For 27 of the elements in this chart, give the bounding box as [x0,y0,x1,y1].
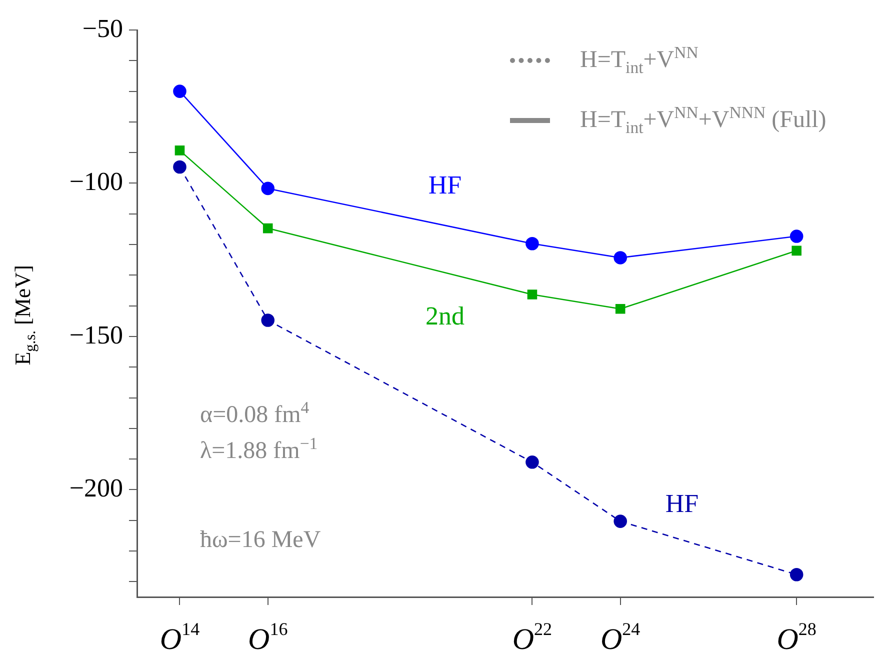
annotation: ħω=16 MeV [200,527,321,553]
point [173,84,186,98]
annotation: λ=1.88 fm$^{−1}$ [200,434,318,464]
point [614,251,627,264]
annotation: H=T$_{int}$+V$^{NN}$ [580,43,698,77]
point [261,182,275,196]
series-label: HF [428,170,462,200]
series-label: HF [665,488,699,518]
annotation: H=T$_{int}$+V$^{NN}$+V$^{NNN}$ (Full) [580,103,826,137]
y-tick-label: −50 [82,14,123,43]
point [614,514,627,528]
point [173,160,186,174]
annotation: α=0.08 fm$^{4}$ [200,398,310,428]
point [261,314,275,327]
point [526,236,539,250]
y-tick-label: −150 [69,320,123,350]
point [615,304,626,314]
point [792,246,802,256]
y-tick-label: −200 [69,474,123,503]
point [790,568,804,582]
y-tick-label: −100 [69,167,123,196]
point [790,230,804,243]
point [262,223,273,234]
point [174,146,185,156]
point [527,290,538,300]
point [526,455,539,469]
series-label: 2nd [425,302,464,331]
